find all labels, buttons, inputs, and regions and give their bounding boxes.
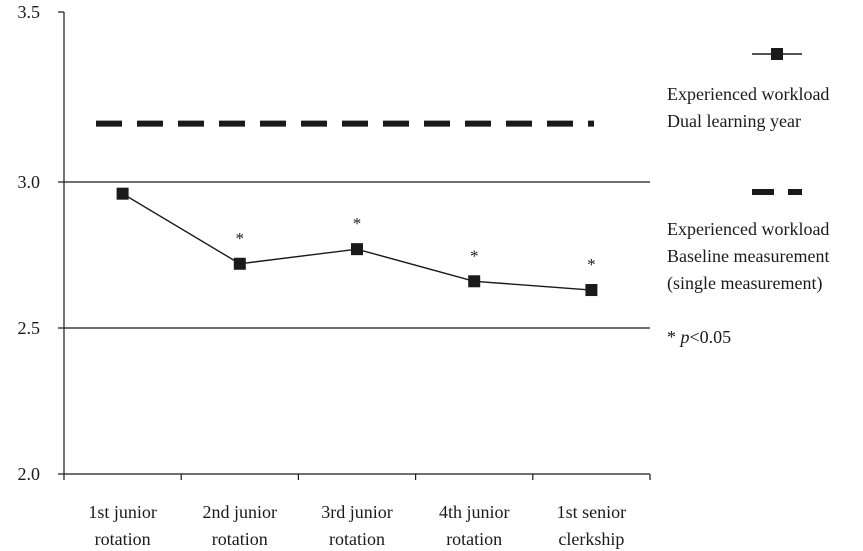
- data-point-marker: [468, 275, 481, 288]
- significance-star: *: [353, 214, 362, 233]
- y-tick-label: 2.0: [18, 464, 41, 484]
- gridlines: [64, 181, 650, 329]
- y-tick-label: 3.0: [18, 172, 41, 192]
- x-category-label: 1st senior: [557, 502, 627, 522]
- x-category-label: rotation: [329, 529, 385, 549]
- x-category-label: 4th junior: [439, 502, 510, 522]
- data-point-marker: [585, 284, 598, 297]
- legend-entry-1-line-1: Experienced workload: [667, 84, 830, 104]
- dual-learning-series: [116, 187, 598, 297]
- legend-symbols: [752, 48, 802, 195]
- tick-labels: 2.0 2.5 3.0 3.5: [18, 2, 41, 484]
- significance-markers: * * * *: [236, 214, 596, 274]
- legend: Experienced workload Dual learning year …: [667, 40, 863, 351]
- category-labels: 1st junior rotation 2nd junior rotation 3rd …: [88, 502, 626, 549]
- y-tick-label: 3.5: [18, 2, 41, 22]
- significance-star: *: [587, 255, 596, 274]
- significance-star: *: [470, 246, 479, 265]
- axes: [58, 11, 651, 480]
- x-category-label: 2nd junior: [203, 502, 278, 522]
- significance-note: * p<0.05: [667, 324, 863, 351]
- x-category-label: clerkship: [558, 529, 624, 549]
- x-category-label: rotation: [212, 529, 268, 549]
- data-point-marker: [351, 243, 363, 256]
- significance-note-star: *: [667, 327, 681, 347]
- legend-entry-1-line-2: Dual learning year: [667, 111, 801, 131]
- series-line: [122, 193, 592, 291]
- legend-entry-2-line-1: Experienced workload: [667, 219, 830, 239]
- x-category-label: rotation: [446, 529, 502, 549]
- x-category-label: 1st junior: [88, 502, 157, 522]
- x-category-label: 3rd junior: [321, 502, 393, 522]
- legend-square-marker-symbol: [771, 48, 783, 60]
- data-point-marker: [116, 187, 129, 200]
- legend-entry-2-line-2: Baseline measurement: [667, 246, 830, 266]
- significance-note-p: p: [680, 327, 690, 347]
- data-point-marker: [233, 257, 246, 270]
- significance-note-threshold: <0.05: [689, 327, 732, 347]
- significance-star: *: [236, 229, 245, 248]
- x-category-label: rotation: [95, 529, 151, 549]
- y-tick-label: 2.5: [18, 318, 41, 338]
- legend-entry-2-line-3: (single measurement): [667, 273, 823, 293]
